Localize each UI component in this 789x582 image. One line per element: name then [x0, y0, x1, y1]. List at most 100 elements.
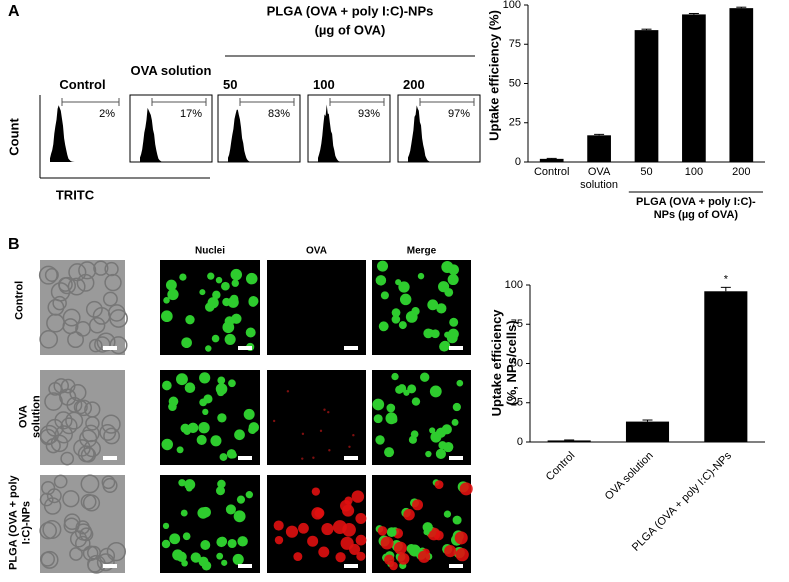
cell — [102, 477, 118, 493]
nucleus — [427, 299, 439, 311]
nucleus — [386, 527, 397, 538]
row-label: OVA solution — [17, 394, 42, 438]
nucleus — [161, 380, 172, 391]
micrograph — [372, 260, 471, 355]
micrograph — [160, 370, 260, 465]
nucleus — [411, 397, 421, 406]
cell — [39, 521, 57, 540]
cell — [39, 492, 54, 507]
scale-bar — [103, 456, 117, 460]
ova-signal — [328, 449, 331, 452]
nucleus — [373, 414, 383, 424]
nucleus — [231, 313, 242, 324]
nucleus — [236, 495, 246, 504]
nucleus — [179, 273, 187, 281]
cell — [62, 308, 81, 327]
nucleus — [217, 376, 226, 385]
nucleus — [221, 281, 230, 291]
nucleus — [230, 451, 237, 459]
ova-signal — [417, 550, 431, 563]
cell — [80, 474, 100, 494]
nucleus — [452, 402, 461, 412]
nucleus — [202, 408, 209, 416]
x-tick-label: 200 — [732, 166, 751, 178]
nucleus — [190, 552, 201, 563]
nucleus — [203, 394, 213, 404]
cell — [46, 488, 62, 504]
cell — [69, 547, 83, 561]
cell — [62, 490, 80, 508]
micrograph — [267, 260, 366, 355]
ova-signal — [454, 531, 468, 545]
cell — [52, 295, 67, 311]
ova-signal — [340, 536, 354, 550]
nucleus — [184, 382, 196, 393]
y-tick-label: 0 — [517, 436, 523, 448]
micrograph — [39, 474, 126, 574]
cell — [63, 517, 80, 534]
nucleus — [221, 559, 228, 566]
gate-label: 97% — [448, 108, 470, 120]
cell — [75, 399, 93, 417]
nucleus — [184, 479, 196, 491]
x-tick-label: OVA solution — [580, 166, 619, 191]
nucleus — [423, 328, 434, 339]
panel-label: A — [8, 3, 20, 20]
nucleus — [215, 486, 225, 496]
cell — [68, 263, 87, 282]
ova-signal — [340, 500, 352, 512]
nucleus — [391, 315, 401, 324]
y-tick-label: 75 — [511, 318, 523, 330]
nucleus — [375, 275, 387, 286]
nucleus — [215, 383, 228, 395]
ova-signal — [455, 547, 469, 562]
nucleus — [215, 276, 223, 284]
nucleus — [234, 429, 245, 441]
cell — [80, 493, 97, 510]
histogram-label: 200 — [403, 77, 425, 92]
nucleus — [176, 551, 187, 563]
cell — [54, 411, 73, 430]
nucleus — [372, 398, 385, 411]
ova-signal — [356, 551, 366, 561]
y-tick-label: 25 — [509, 117, 521, 129]
nucleus — [199, 372, 211, 384]
nucleus — [237, 536, 248, 547]
nucleus — [216, 552, 224, 560]
nucleus — [397, 384, 407, 393]
bar — [704, 291, 748, 442]
nucleus — [222, 297, 231, 307]
bar — [634, 30, 659, 163]
nucleus — [219, 453, 228, 461]
histogram-label: 50 — [223, 77, 238, 92]
nucleus — [160, 310, 173, 323]
nucleus — [207, 297, 219, 309]
histogram — [228, 109, 254, 162]
x-tick-label: Control — [544, 450, 578, 484]
column-header: OVA — [306, 246, 327, 257]
cell — [42, 519, 62, 540]
nucleus — [395, 279, 402, 286]
x-tick-label: Control — [533, 166, 570, 178]
row-label: PLGA (OVA + poly I:C)-NPs — [7, 475, 32, 570]
scale-bar — [238, 346, 252, 350]
nucleus — [245, 272, 258, 285]
y-tick-label: 25 — [511, 397, 523, 409]
nucleus — [185, 314, 195, 325]
nucleus — [411, 307, 420, 316]
nucleus — [161, 539, 171, 549]
scale-bar — [449, 456, 463, 460]
nucleus — [228, 379, 236, 388]
nucleus — [441, 260, 454, 273]
nucleus — [398, 321, 407, 330]
histogram-label: OVA solution — [130, 63, 212, 78]
column-header: Merge — [407, 246, 437, 257]
nucleus — [390, 416, 398, 424]
bar — [682, 14, 706, 163]
nucleus — [380, 291, 389, 300]
cell — [104, 261, 119, 277]
histogram-frame — [397, 94, 481, 163]
nucleus — [199, 289, 206, 296]
